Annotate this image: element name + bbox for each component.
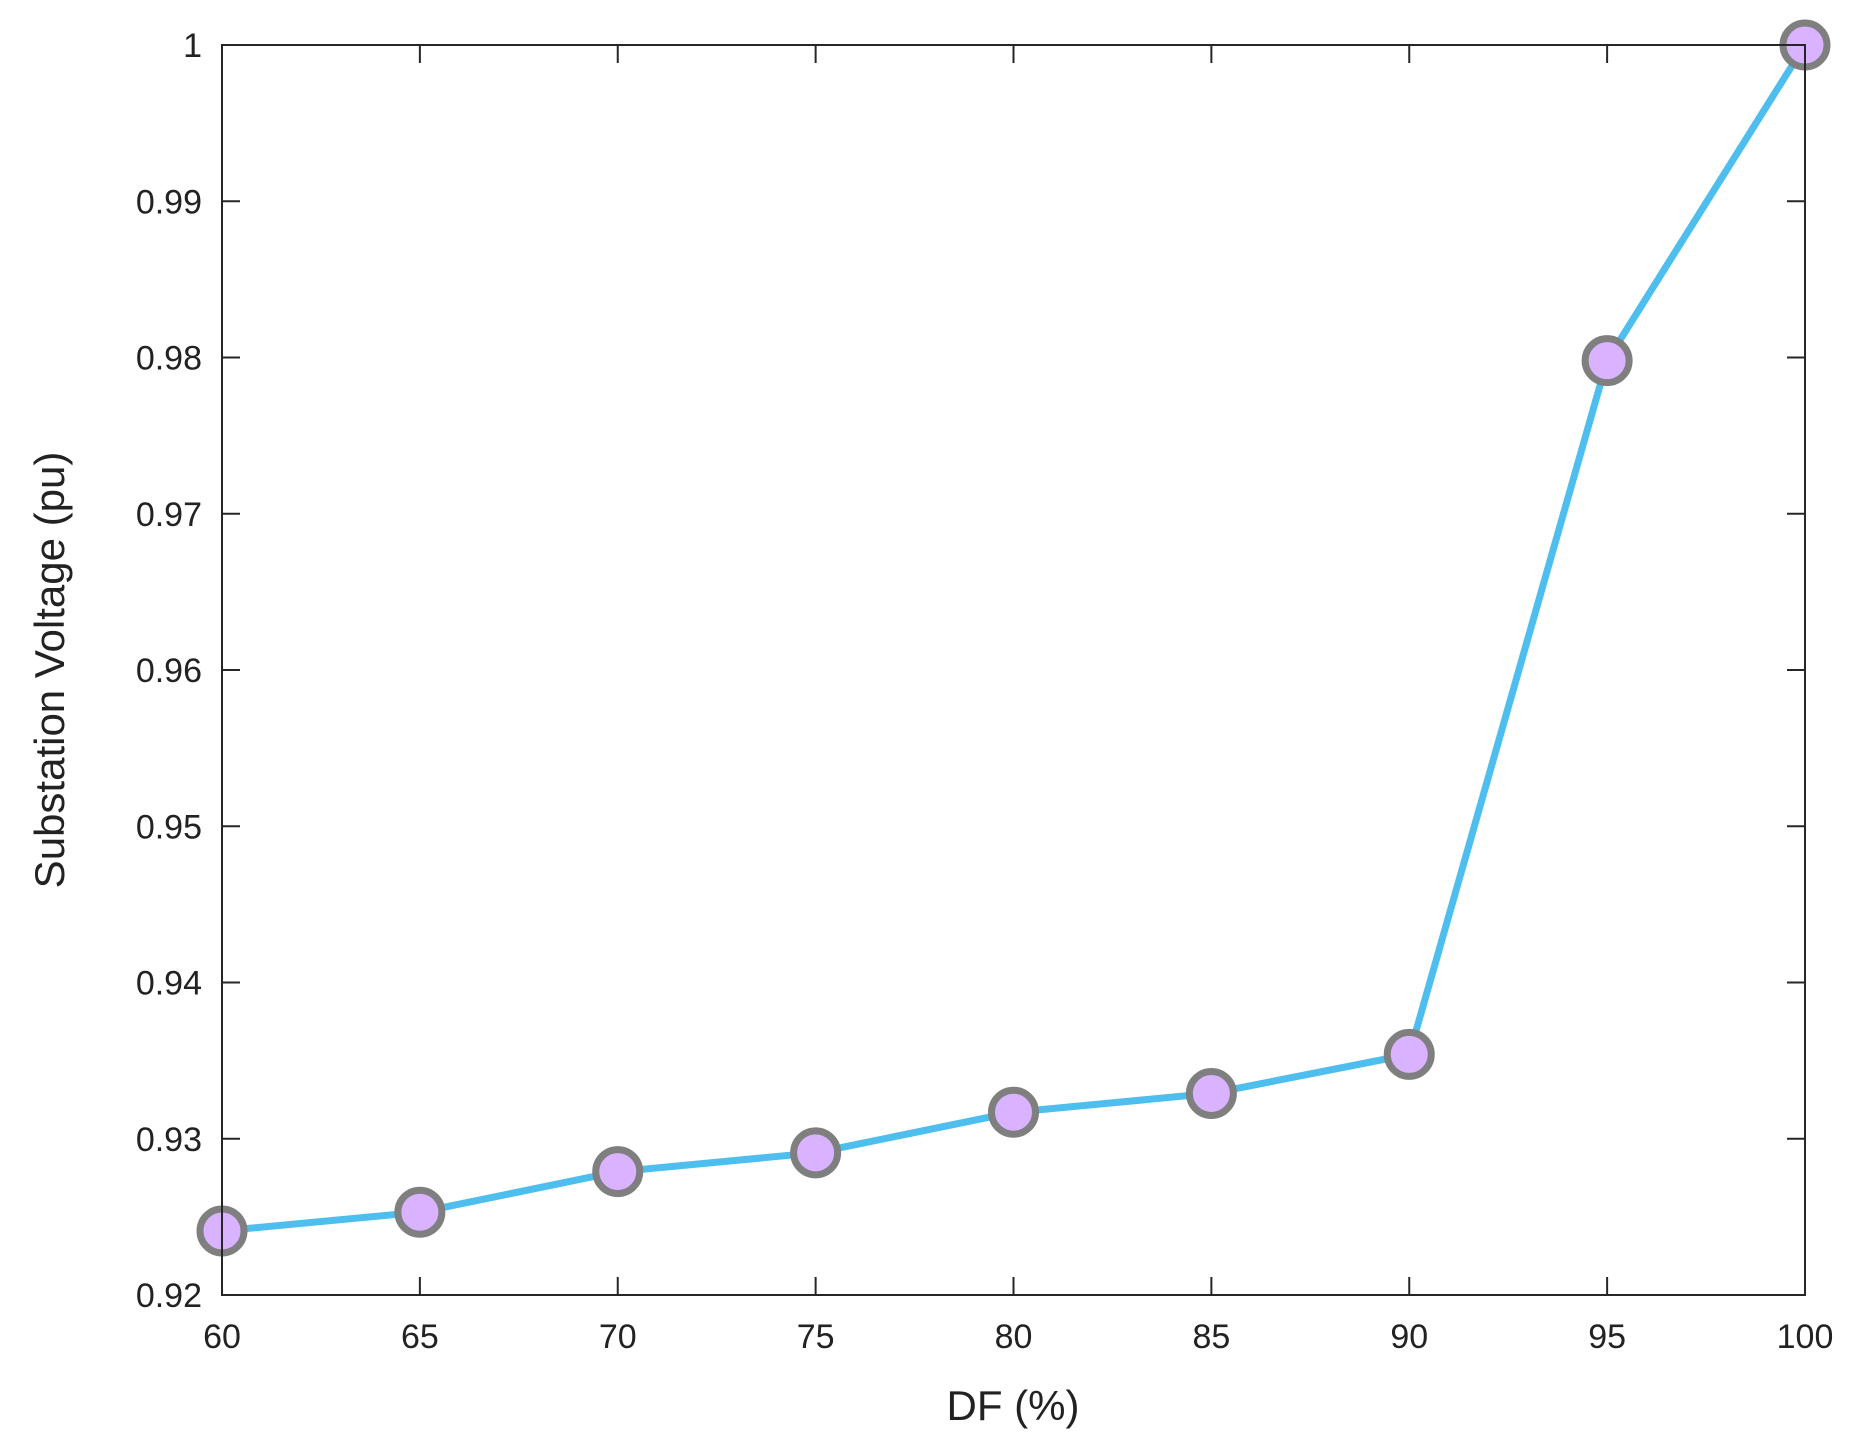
- data-point: [592, 1146, 644, 1198]
- x-tick-labels: 60 65 70 75 80 85 90 95 100: [203, 1318, 1833, 1356]
- x-tick-label: 100: [1777, 1318, 1834, 1356]
- x-tick-label: 70: [599, 1318, 637, 1356]
- data-point: [394, 1186, 446, 1238]
- x-axis-title: DF (%): [947, 1382, 1080, 1429]
- x-tick-label: 90: [1390, 1318, 1428, 1356]
- y-tick-labels: 0.92 0.93 0.94 0.95 0.96 0.97 0.98 0.99 1: [136, 27, 202, 1315]
- y-tick-label: 0.96: [136, 652, 202, 690]
- y-tick-label: 0.94: [136, 965, 202, 1003]
- series-layer: [196, 19, 1831, 1257]
- x-tick-label: 65: [401, 1318, 439, 1356]
- data-point: [1581, 335, 1633, 387]
- data-point: [1185, 1067, 1237, 1119]
- y-tick-label: 0.93: [136, 1121, 202, 1159]
- x-tick-label: 85: [1192, 1318, 1230, 1356]
- plot-frame: [221, 44, 1806, 1296]
- data-point: [988, 1086, 1039, 1138]
- data-point: [1383, 1028, 1435, 1080]
- y-tick-label: 0.99: [136, 183, 202, 221]
- y-tick-label: 0.92: [136, 1277, 202, 1315]
- plot-area: [222, 45, 1805, 1295]
- y-tick-label: 1: [183, 27, 202, 65]
- y-tick-label: 0.95: [136, 808, 202, 846]
- y-tick-label: 0.97: [136, 496, 202, 534]
- x-tick-label: 60: [203, 1318, 241, 1356]
- x-tick-label: 80: [995, 1318, 1033, 1356]
- x-tick-label: 75: [797, 1318, 835, 1356]
- y-tick-label: 0.98: [136, 340, 202, 378]
- x-tick-label: 95: [1588, 1318, 1626, 1356]
- y-axis-title: Substation Voltage (pu): [26, 452, 73, 889]
- data-point: [790, 1127, 842, 1179]
